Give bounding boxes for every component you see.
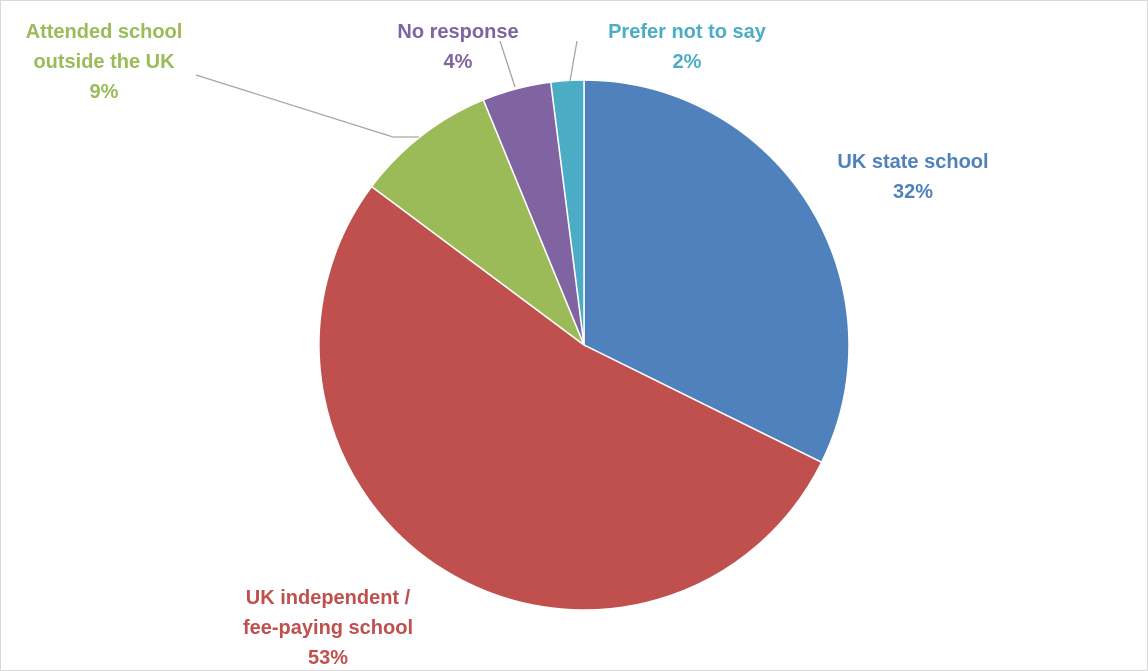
data-label-no-response: No response 4%	[397, 21, 518, 73]
data-label-outside-uk: Attended school outside the UK 9%	[26, 21, 183, 103]
pie-slice-prefer-not-to-say	[549, 79, 585, 346]
leader-line-outside-uk	[195, 74, 419, 138]
pie-slice-uk-independent-school	[318, 185, 823, 611]
leader-line-prefer-not-to-say	[569, 40, 578, 82]
data-label-prefer-not-to-say: Prefer not to say 2%	[608, 21, 767, 73]
pie-slice-uk-state-school	[583, 79, 850, 464]
data-label-uk-state-school: UK state school 32%	[837, 151, 988, 203]
data-label-uk-independent-school: UK independent / fee-paying school 53%	[243, 587, 413, 669]
leader-line-no-response	[499, 40, 516, 88]
pie-slice-outside-uk	[370, 98, 586, 348]
